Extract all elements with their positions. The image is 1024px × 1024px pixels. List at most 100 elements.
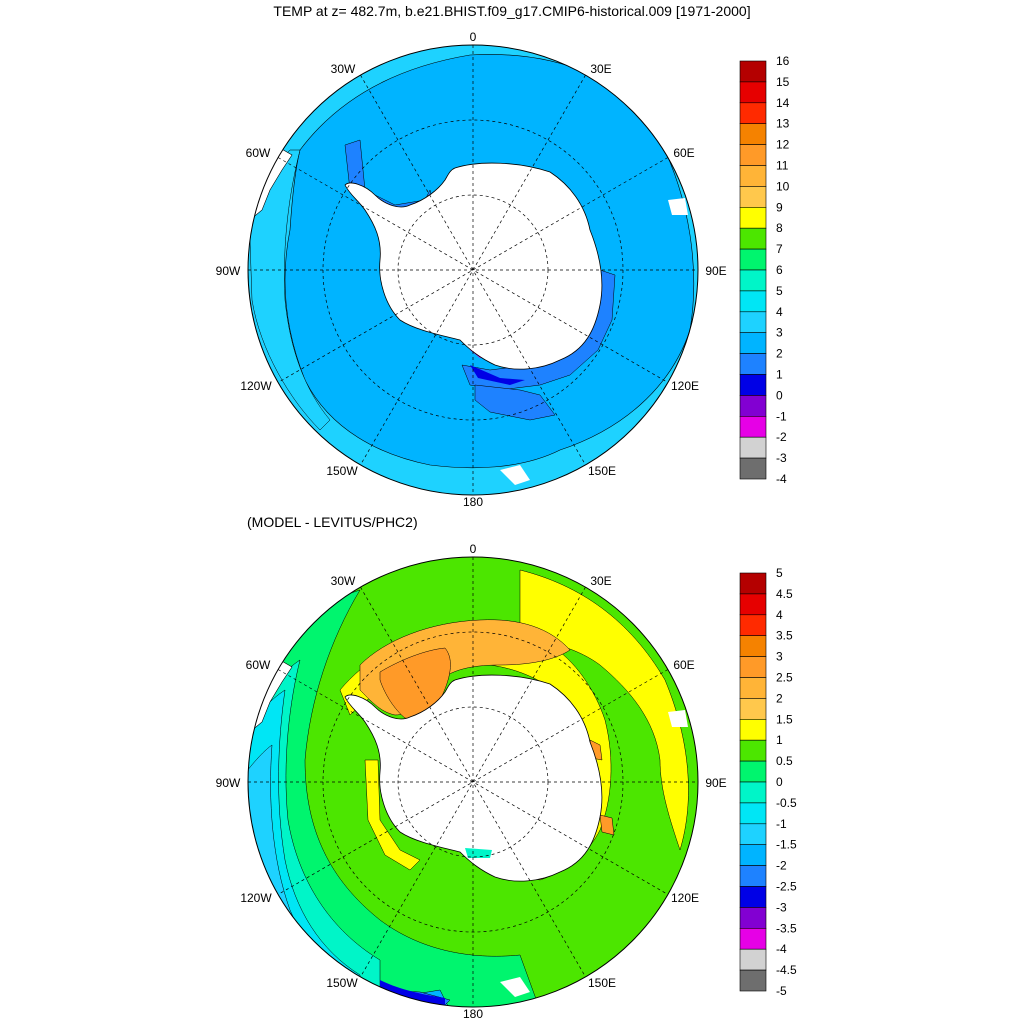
bottom-lon-60w: 60W: [246, 658, 271, 672]
top-colorbar-box: [739, 165, 767, 187]
bottom-graticule: [248, 557, 698, 1007]
top-colorbar-label: 12: [776, 138, 790, 152]
top-colorbar-box: [739, 353, 767, 375]
top-lon-120w: 120W: [240, 379, 272, 393]
bottom-colorbar-box: [739, 823, 767, 845]
top-colorbar-label: 1: [776, 368, 783, 382]
top-colorbar-box: [739, 332, 767, 354]
top-colorbar-box: [739, 81, 767, 104]
top-antarctica-land: [344, 162, 603, 370]
top-colorbar-label: 15: [776, 75, 790, 89]
bottom-colorbar-label: -4.5: [776, 963, 797, 977]
top-colorbar-label: 3: [776, 326, 783, 340]
top-graticule: [248, 45, 698, 495]
bottom-lon-60e: 60E: [673, 658, 694, 672]
top-colorbar-label: 13: [776, 117, 790, 131]
top-colorbar-box: [739, 436, 767, 459]
top-new-zealand-land: [500, 465, 530, 485]
bottom-colorbar-label: 5: [776, 566, 783, 580]
top-colorbar-label: 5: [776, 284, 783, 298]
bottom-colorbar-label: 0.5: [776, 754, 793, 768]
bottom-lon-30e: 30E: [590, 574, 611, 588]
bottom-colorbar-box: [739, 802, 767, 825]
bottom-colorbar-label: 2.5: [776, 671, 793, 685]
bottom-colorbar-box: [739, 844, 767, 866]
top-polar-map: [247, 44, 699, 496]
top-colorbar-label: 9: [776, 200, 783, 214]
bottom-field-2p5to3-se: [599, 814, 615, 836]
bottom-colorbar-box: [739, 781, 767, 804]
bottom-lon-30w: 30W: [331, 574, 356, 588]
bottom-lon-180: 180: [463, 1007, 483, 1021]
bottom-colorbar-box: [739, 593, 767, 616]
top-colorbar-box: [739, 457, 767, 480]
top-colorbar-box: [739, 60, 767, 83]
top-lon-60e: 60E: [673, 146, 694, 160]
bottom-field-1to1p5-west: [364, 759, 421, 871]
bottom-colorbar-label: -1: [776, 817, 787, 831]
bottom-colorbar-box: [739, 698, 767, 720]
top-colorbar-label: 4: [776, 305, 783, 319]
bottom-lon-120w: 120W: [240, 891, 272, 905]
top-colorbar-box: [739, 374, 767, 396]
bottom-colorbar-label: 1.5: [776, 712, 793, 726]
top-lon-30e: 30E: [590, 62, 611, 76]
bottom-colorbar-box: [739, 927, 767, 950]
top-lon-30w: 30W: [331, 62, 356, 76]
bottom-field-ross-pocket: [465, 848, 492, 858]
top-colorbar-box: [739, 227, 767, 250]
top-lon-0: 0: [470, 30, 477, 44]
bottom-lon-90w: 90W: [216, 776, 241, 790]
top-colorbar-box: [739, 102, 767, 125]
bottom-map-title: (MODEL - LEVITUS/PHC2): [247, 514, 418, 530]
bottom-colorbar-box: [739, 656, 767, 678]
top-island-east: [668, 198, 688, 215]
bottom-map-border: [247, 556, 699, 1008]
top-lon-90e: 90E: [705, 264, 726, 278]
bottom-new-zealand-land: [500, 977, 530, 997]
bottom-lon-0: 0: [470, 542, 477, 556]
bottom-colorbar-label: 4: [776, 608, 783, 622]
top-colorbar-label: 10: [776, 179, 790, 193]
bottom-colorbar-box: [739, 760, 767, 783]
bottom-colorbar-box: [739, 739, 767, 762]
bottom-antarctica-land: [344, 674, 603, 882]
top-lon-120e: 120E: [671, 379, 699, 393]
top-lon-150w: 150W: [326, 464, 358, 478]
bottom-island-east: [668, 710, 688, 727]
bottom-colorbar-box: [739, 572, 767, 595]
top-colorbar-label: -1: [776, 409, 787, 423]
top-colorbar-box: [739, 207, 767, 229]
top-colorbar-label: 11: [776, 159, 789, 173]
top-lon-150e: 150E: [588, 464, 616, 478]
top-colorbar-box: [739, 395, 767, 417]
bottom-colorbar-label: -3: [776, 900, 787, 914]
bottom-field-1to1p5: [519, 569, 689, 851]
top-colorbar-label: 7: [776, 242, 783, 256]
top-colorbar-label: 6: [776, 263, 783, 277]
top-colorbar-label: 8: [776, 221, 783, 235]
bottom-colorbar-label: 3.5: [776, 629, 793, 643]
top-colorbar-label: 0: [776, 388, 783, 402]
bottom-lon-90e: 90E: [705, 776, 726, 790]
bottom-colorbar-label: 2: [776, 691, 783, 705]
bottom-colorbar-box: [739, 969, 767, 992]
top-colorbar-label: -4: [776, 472, 787, 486]
top-colorbar-box: [739, 144, 767, 166]
bottom-colorbar-box: [739, 907, 767, 929]
bottom-colorbar-box: [739, 614, 767, 636]
top-colorbar-box: [739, 290, 767, 313]
top-colorbar-box: [739, 186, 767, 208]
top-colorbar-label: -2: [776, 430, 787, 444]
top-field-0to1: [470, 365, 525, 385]
bottom-polar-map: [247, 556, 699, 1008]
top-map-border: [247, 44, 699, 496]
bottom-colorbar-label: 3: [776, 650, 783, 664]
bottom-colorbar-box: [739, 865, 767, 887]
top-colorbar-box: [739, 123, 767, 145]
top-colorbar-label: -3: [776, 451, 787, 465]
top-colorbar-label: 16: [776, 54, 790, 68]
top-lon-180: 180: [463, 495, 483, 509]
